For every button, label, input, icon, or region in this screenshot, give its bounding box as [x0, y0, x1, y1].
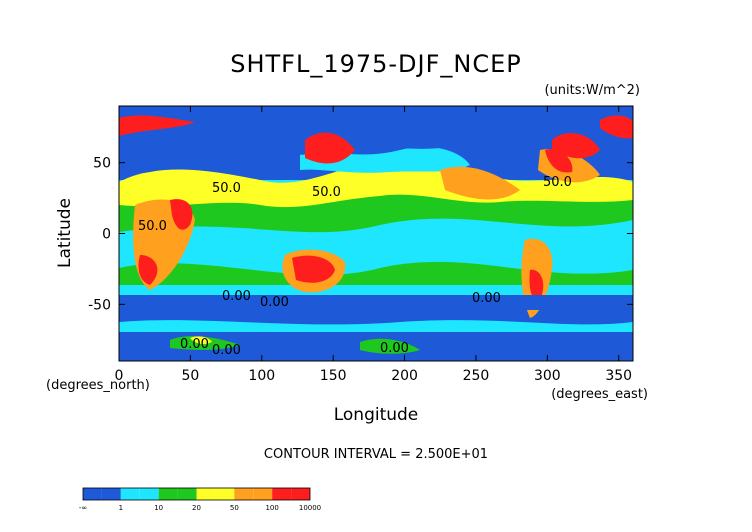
north-cold	[119, 106, 633, 175]
x-tick-label: 0	[115, 368, 124, 384]
y-axis: 50 0 -50	[88, 156, 633, 313]
colorbar-tick-label: 20	[192, 504, 201, 512]
ne-red	[600, 115, 633, 139]
contour-label: 0.00	[212, 343, 241, 358]
x-tick-label: 100	[248, 368, 275, 384]
contour-label: 50.0	[138, 219, 167, 234]
east-asia-red	[305, 132, 355, 164]
south-africa-red	[138, 255, 158, 285]
x-axis: 0 50 100 150 200 250 300 350	[115, 106, 632, 384]
colorbar-frame	[82, 487, 311, 501]
colorbar-swatch	[177, 488, 197, 500]
y-unit-label: (degrees_north)	[46, 378, 150, 393]
south-band	[119, 261, 633, 285]
colorbar	[82, 487, 311, 501]
colorbar-labels: -∞ 1 10 20 50 100 10000	[79, 504, 321, 512]
contour-label: 0.00	[222, 289, 251, 304]
colorbar-swatch	[83, 488, 102, 500]
antarctic-warm	[190, 336, 212, 345]
colorbar-swatch	[272, 488, 292, 500]
x-axis-label: Longitude	[334, 405, 419, 425]
x-tick-label: 50	[181, 368, 199, 384]
colorbar-swatch	[120, 488, 140, 500]
colorbar-tick-label: 100	[265, 504, 278, 512]
y-axis-label: Latitude	[55, 198, 75, 268]
antarctic-band	[119, 320, 633, 332]
x-unit-label: (degrees_east)	[551, 387, 648, 402]
y-tick-label: 0	[102, 227, 111, 243]
colorbar-swatch	[196, 488, 216, 500]
australia-red	[292, 255, 335, 283]
colorbar-swatch	[234, 488, 254, 500]
y-tick-label: 50	[93, 156, 111, 172]
units-label: (units:W/m^2)	[544, 83, 640, 98]
colorbar-swatch	[101, 488, 121, 500]
colorbar-swatch	[215, 488, 235, 500]
n-pacific-low	[300, 146, 470, 173]
south-band-2	[119, 285, 633, 295]
colorbar-swatch	[158, 488, 178, 500]
heatmap-field	[119, 106, 633, 361]
na-red	[552, 133, 600, 159]
contour-interval: CONTOUR INTERVAL = 2.500E+01	[264, 447, 488, 462]
x-tick-label: 200	[391, 368, 418, 384]
colorbar-tick-label: 10000	[299, 504, 321, 512]
chart-title: SHTFL_1975-DJF_NCEP	[230, 50, 522, 78]
nw-red-patch	[119, 115, 195, 136]
contour-label: 0.00	[180, 337, 209, 352]
colorbar-tick-label: 50	[230, 504, 239, 512]
y-tick-label: -50	[88, 297, 111, 313]
contour-label: 50.0	[212, 181, 241, 196]
contour-labels: 50.0 50.0 50.0 50.0 0.00 0.00 0.00 0.00 …	[138, 175, 572, 358]
x-tick-label: 150	[320, 368, 347, 384]
antarctic-patch-2	[360, 338, 420, 354]
colorbar-swatch	[139, 488, 159, 500]
southern-ocean	[119, 295, 633, 310]
colorbar-tick-label: 10	[154, 504, 163, 512]
contour-label: 0.00	[260, 295, 289, 310]
contour-label: 50.0	[543, 175, 572, 190]
horn-red	[170, 199, 193, 230]
x-tick-label: 350	[605, 368, 632, 384]
contour-label: 50.0	[312, 185, 341, 200]
x-tick-label: 300	[534, 368, 561, 384]
contour-label: 0.00	[380, 341, 409, 356]
contour-label: 0.00	[472, 291, 501, 306]
colorbar-tick-label: 1	[119, 504, 123, 512]
sa-red	[529, 269, 544, 301]
colorbar-tick-label: -∞	[79, 504, 87, 512]
colorbar-swatch	[253, 488, 273, 500]
x-tick-label: 250	[463, 368, 490, 384]
kuroshio-hot	[440, 166, 520, 200]
colorbar-swatch	[291, 488, 310, 500]
